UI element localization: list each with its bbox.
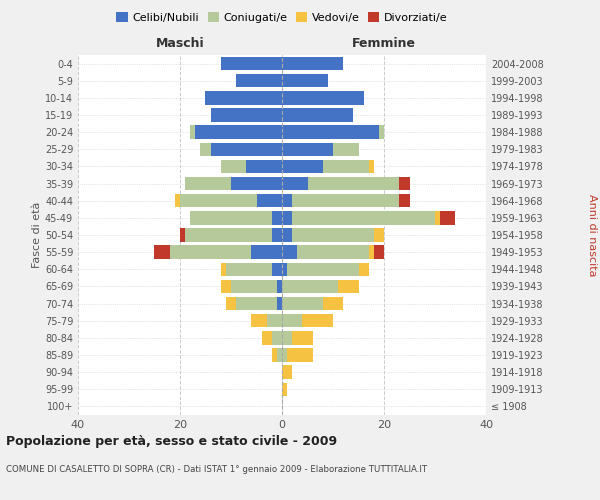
Bar — [379, 126, 384, 139]
Bar — [206, 91, 282, 104]
Bar — [282, 57, 343, 70]
Bar — [247, 160, 282, 173]
Bar — [231, 280, 277, 293]
Text: Maschi: Maschi — [155, 37, 205, 50]
Bar — [282, 91, 364, 104]
Bar — [211, 142, 282, 156]
Bar — [190, 211, 272, 224]
Bar — [272, 331, 282, 344]
Bar — [200, 142, 211, 156]
Bar — [323, 160, 369, 173]
Bar — [282, 366, 292, 379]
Bar — [282, 160, 323, 173]
Bar — [282, 211, 292, 224]
Text: COMUNE DI CASALETTO DI SOPRA (CR) - Dati ISTAT 1° gennaio 2009 - Elaborazione TU: COMUNE DI CASALETTO DI SOPRA (CR) - Dati… — [6, 465, 427, 474]
Bar — [282, 280, 338, 293]
Bar — [282, 348, 287, 362]
Bar — [211, 108, 282, 122]
Bar — [251, 314, 267, 328]
Bar — [282, 314, 302, 328]
Bar — [282, 246, 298, 259]
Bar — [236, 74, 282, 88]
Bar — [221, 280, 231, 293]
Bar — [282, 177, 308, 190]
Bar — [374, 228, 384, 241]
Bar — [292, 194, 400, 207]
Bar — [333, 142, 359, 156]
Bar — [282, 108, 353, 122]
Bar — [236, 297, 277, 310]
Bar — [282, 74, 328, 88]
Text: Anni di nascita: Anni di nascita — [587, 194, 597, 276]
Bar — [226, 297, 236, 310]
Bar — [277, 280, 282, 293]
Bar — [338, 280, 359, 293]
Bar — [185, 177, 231, 190]
Bar — [282, 331, 292, 344]
Bar — [231, 177, 282, 190]
Bar — [400, 177, 410, 190]
Bar — [323, 297, 343, 310]
Bar — [272, 348, 277, 362]
Bar — [277, 297, 282, 310]
Bar — [267, 314, 282, 328]
Bar — [221, 262, 226, 276]
Bar — [185, 228, 272, 241]
Bar — [226, 262, 272, 276]
Text: Popolazione per età, sesso e stato civile - 2009: Popolazione per età, sesso e stato civil… — [6, 435, 337, 448]
Bar — [369, 246, 374, 259]
Bar — [251, 246, 282, 259]
Bar — [292, 228, 374, 241]
Y-axis label: Fasce di età: Fasce di età — [32, 202, 42, 268]
Bar — [359, 262, 369, 276]
Bar — [282, 142, 333, 156]
Bar — [272, 228, 282, 241]
Bar — [287, 262, 359, 276]
Bar — [282, 228, 292, 241]
Bar — [435, 211, 440, 224]
Bar — [221, 57, 282, 70]
Bar — [298, 246, 369, 259]
Bar — [221, 160, 247, 173]
Bar — [196, 126, 282, 139]
Bar — [440, 211, 455, 224]
Legend: Celibi/Nubili, Coniugati/e, Vedovi/e, Divorziati/e: Celibi/Nubili, Coniugati/e, Vedovi/e, Di… — [112, 8, 452, 28]
Bar — [277, 348, 282, 362]
Text: Femmine: Femmine — [352, 37, 416, 50]
Bar — [282, 262, 287, 276]
Bar — [155, 246, 170, 259]
Bar — [374, 246, 384, 259]
Bar — [257, 194, 282, 207]
Bar — [308, 177, 400, 190]
Bar — [272, 211, 282, 224]
Bar — [302, 314, 333, 328]
Bar — [292, 331, 313, 344]
Bar — [180, 194, 257, 207]
Bar — [400, 194, 410, 207]
Bar — [282, 297, 323, 310]
Bar — [282, 126, 379, 139]
Bar — [262, 331, 272, 344]
Bar — [287, 348, 313, 362]
Bar — [180, 228, 185, 241]
Bar — [369, 160, 374, 173]
Bar — [292, 211, 435, 224]
Bar — [170, 246, 251, 259]
Bar — [282, 382, 287, 396]
Bar — [282, 194, 292, 207]
Bar — [175, 194, 180, 207]
Bar — [272, 262, 282, 276]
Bar — [190, 126, 196, 139]
